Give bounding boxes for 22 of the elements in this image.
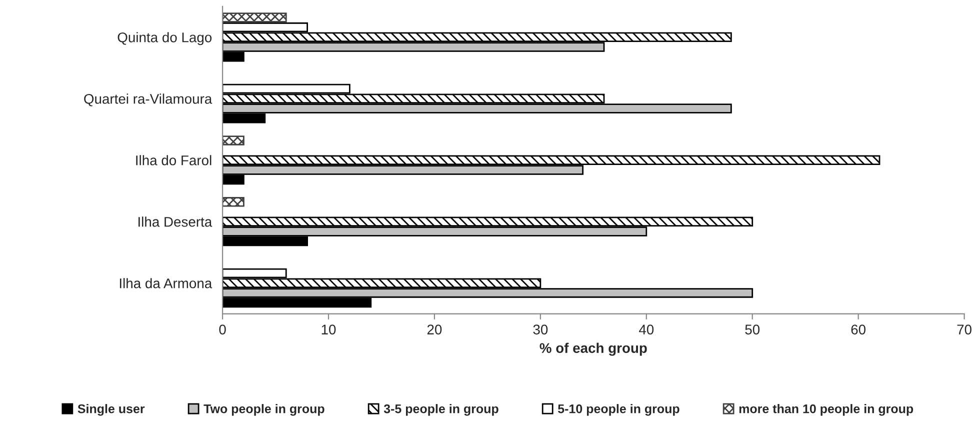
x-tick-label: 60 <box>851 324 866 334</box>
legend-label: Two people in group <box>204 404 324 416</box>
legend-label: Single user <box>78 404 145 416</box>
y-tick-label: Ilha da Armona <box>120 278 212 288</box>
x-tick-label: 40 <box>638 324 654 334</box>
bar <box>222 136 244 146</box>
legend-label: 5-10 people in group <box>558 404 680 416</box>
legend-label: more than 10 people in group <box>739 404 914 416</box>
y-tick-label: Ilha Deserta <box>138 216 212 227</box>
x-tick-label: 0 <box>219 324 226 334</box>
x-tick-label: 70 <box>957 324 972 334</box>
x-tick-label: 30 <box>533 324 548 334</box>
x-tick-label: 50 <box>745 324 760 334</box>
y-tick-label: Quinta do Lago <box>118 32 212 46</box>
x-tick-label: 10 <box>322 324 336 334</box>
y-tick-label: Quartei ra-Vilamoura <box>84 94 212 106</box>
bar <box>222 197 244 207</box>
bar <box>222 12 287 22</box>
x-axis-title: % of each group <box>540 342 647 356</box>
y-tick-label: Ilha do Farol <box>136 155 212 166</box>
legend-label: 3-5 people in group <box>384 404 498 416</box>
x-tick-label: 20 <box>427 324 442 334</box>
